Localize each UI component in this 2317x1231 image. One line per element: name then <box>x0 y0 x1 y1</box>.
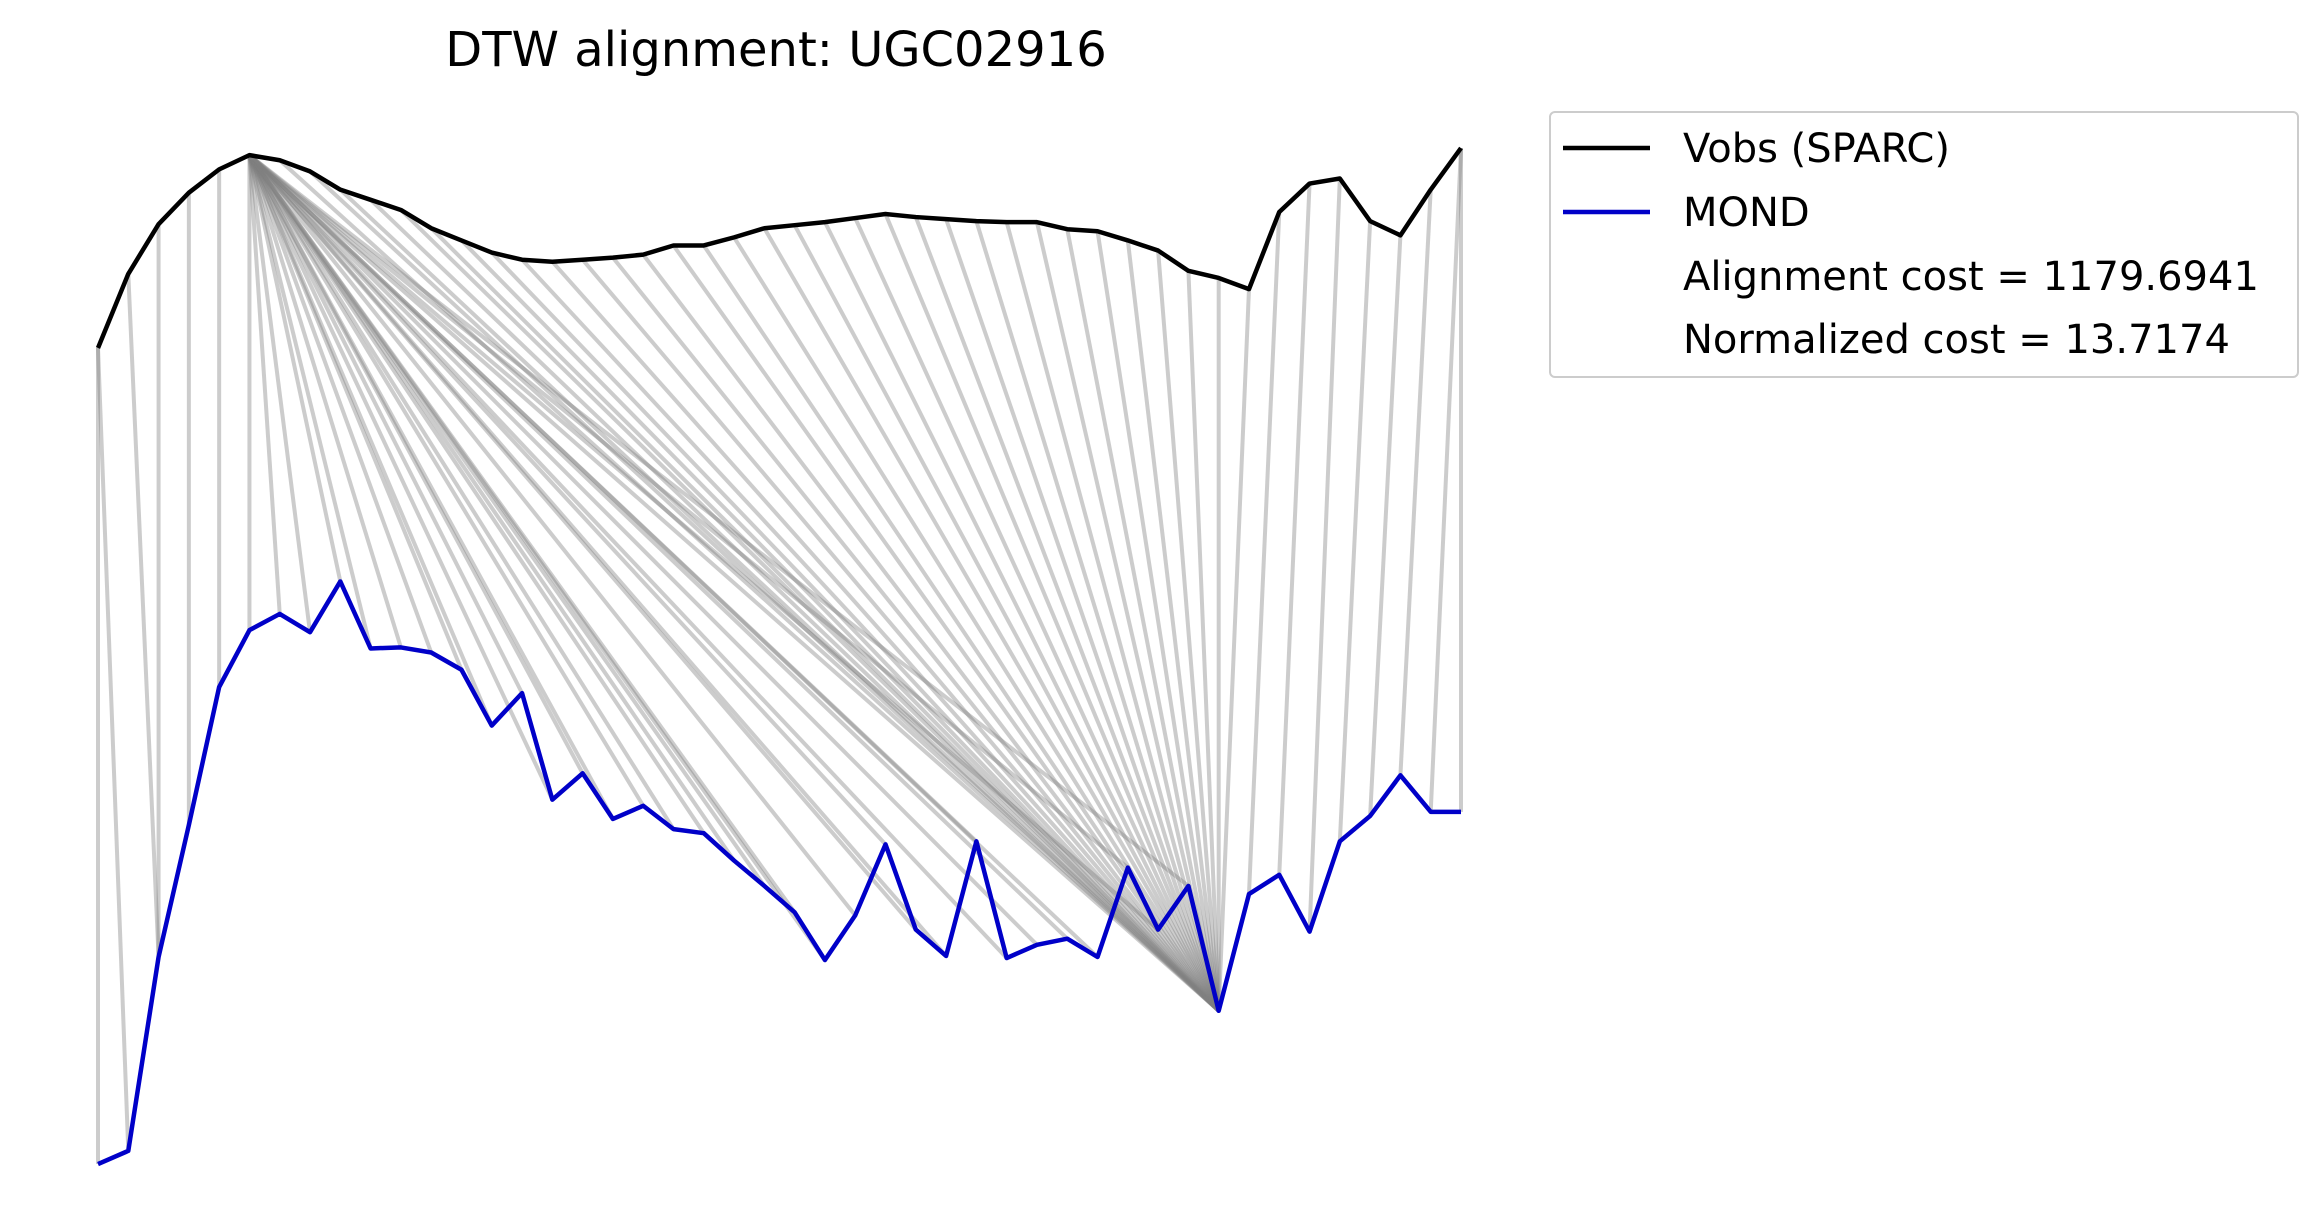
alignment-line <box>399 208 1221 1013</box>
alignment-line <box>248 153 1160 932</box>
legend-frame <box>1549 111 2299 378</box>
alignment-line <box>702 244 1221 1012</box>
alignment-line <box>247 154 676 831</box>
alignment-line <box>247 153 948 958</box>
alignment-line <box>248 153 1221 1013</box>
alignment-line <box>732 236 1221 1012</box>
alignment-line <box>247 153 1009 960</box>
alignment-line <box>1398 189 1433 776</box>
legend-alignment-cost: Alignment cost = 1179.6941 <box>1683 254 2259 300</box>
alignment-line <box>247 153 918 931</box>
series-lines <box>95 146 1463 1167</box>
alignment-line <box>1156 250 1221 1011</box>
alignment-lines <box>96 147 1463 1165</box>
alignment-line <box>247 154 434 654</box>
alignment-line <box>883 213 1221 1012</box>
series-line-mond <box>97 579 1461 1167</box>
alignment-line <box>429 226 1221 1013</box>
alignment-line <box>248 153 1190 888</box>
alignment-line <box>369 198 1221 1013</box>
alignment-line <box>581 258 1221 1013</box>
alignment-line <box>247 154 403 649</box>
alignment-line <box>823 221 1221 1012</box>
legend-normalized-cost: Normalized cost = 13.7174 <box>1683 317 2230 363</box>
plot-area <box>95 146 1463 1167</box>
alignment-line <box>490 251 1221 1013</box>
alignment-line <box>247 153 827 962</box>
chart-title: DTW alignment: UGC02916 <box>445 22 1106 78</box>
alignment-line <box>247 154 524 695</box>
alignment-line <box>248 153 1069 941</box>
legend-label-mond: MOND <box>1683 190 1810 236</box>
series-line-vobs <box>95 146 1463 349</box>
alignment-line <box>792 224 1221 1012</box>
alignment-line <box>1004 221 1221 1012</box>
alignment-line <box>853 217 1221 1012</box>
alignment-line <box>1368 235 1403 817</box>
alignment-line <box>248 153 1039 947</box>
alignment-line <box>762 227 1221 1012</box>
alignment-line <box>1186 270 1221 1011</box>
alignment-line <box>1035 221 1221 1012</box>
alignment-line <box>247 154 706 835</box>
alignment-line <box>247 154 373 649</box>
alignment-line <box>913 216 1221 1012</box>
alignment-line <box>126 273 161 958</box>
alignment-line <box>1095 230 1221 1012</box>
alignment-line <box>248 153 1099 959</box>
alignment-line <box>247 154 343 582</box>
alignment-line <box>248 153 978 843</box>
alignment-line <box>944 218 1221 1012</box>
legend-label-vobs: Vobs (SPARC) <box>1683 126 1950 172</box>
alignment-line <box>247 154 464 671</box>
alignment-line <box>247 154 615 820</box>
alignment-line <box>520 258 1221 1013</box>
alignment-line <box>247 154 555 801</box>
alignment-line <box>974 220 1221 1012</box>
alignment-line <box>247 154 736 862</box>
alignment-line <box>247 154 494 727</box>
alignment-line <box>1277 183 1312 875</box>
alignment-line <box>1337 221 1373 842</box>
alignment-line <box>1125 240 1221 1012</box>
alignment-line <box>278 158 1221 1013</box>
legend: Vobs (SPARC) MOND Alignment cost = 1179.… <box>1549 111 2299 378</box>
alignment-line <box>247 153 766 888</box>
alignment-line <box>1307 178 1342 932</box>
alignment-line <box>1246 211 1282 895</box>
alignment-line <box>247 153 797 914</box>
alignment-line <box>247 154 313 633</box>
alignment-line <box>1428 147 1463 812</box>
alignment-line <box>671 244 1221 1012</box>
alignment-line <box>247 154 585 775</box>
alignment-line <box>1065 228 1221 1012</box>
alignment-line <box>1216 289 1251 1011</box>
alignment-line <box>248 153 1130 870</box>
alignment-line <box>308 169 1221 1013</box>
alignment-line <box>247 155 282 615</box>
alignment-line <box>460 239 1221 1013</box>
alignment-line <box>247 154 645 807</box>
alignment-line <box>247 153 857 917</box>
alignment-line <box>96 347 131 1151</box>
alignment-line <box>338 188 1221 1013</box>
alignment-line <box>550 260 1221 1013</box>
alignment-line <box>247 153 887 846</box>
alignment-line <box>611 256 1221 1013</box>
